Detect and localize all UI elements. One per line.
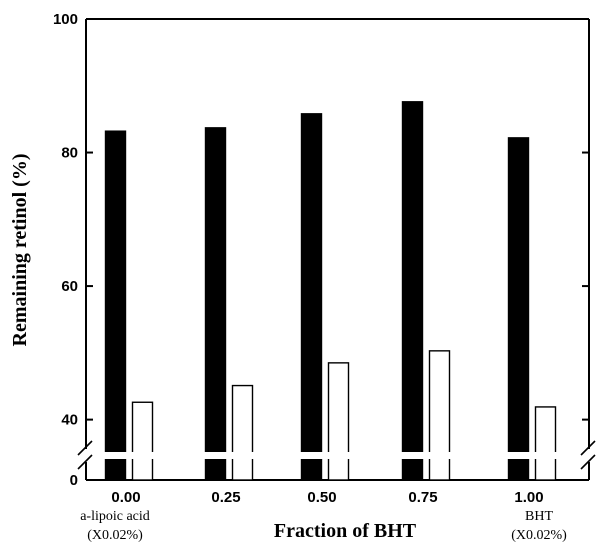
y-tick-label: 0 [70,472,78,489]
x-tick-label: 1.00 [514,489,543,506]
y-axis-title: Remaining retinol (%) [9,154,31,347]
x-tick-label: 0.00 [111,489,140,506]
bar-break-gap [103,452,128,459]
y-axis-ticks: 0 40 60 80 100 [53,11,589,489]
bar-break-gap [203,452,228,459]
y-tick-label: 100 [53,11,78,28]
axis-break-marks [77,440,596,470]
axis-break-slash [77,454,93,470]
bar-series2-0.00 [131,401,154,481]
bar-series1-0.25 [204,127,227,481]
axis-break-slash [580,454,596,470]
x-tick-sublabel: (X0.02%) [511,528,567,543]
axis-break-gap [584,449,594,462]
y-tick-label: 40 [61,412,78,429]
x-tick-sublabel: a-lipoic acid [80,509,150,524]
x-tick-label: 0.50 [307,489,336,506]
bar-series2-0.75 [428,350,451,481]
bar-series1-1.00 [507,137,530,481]
x-tick-label: 0.25 [211,489,240,506]
x-axis-ticks: 0.00 a-lipoic acid (X0.02%) 0.25 0.50 0.75 1.0… [80,489,567,543]
bar-break-gap [506,452,531,459]
axis-break-gap [81,449,91,462]
x-tick-sublabel: (X0.02%) [87,528,143,543]
y-tick-label: 60 [61,278,78,295]
bar-break-gap [299,452,324,459]
bar-series2-0.25 [231,384,254,481]
bar-series1-0.50 [300,113,323,481]
axis-break-slash [77,440,93,456]
bar-series1-0.75 [401,101,424,481]
bar-break-gap [533,452,558,459]
bar-break-gap [326,452,351,459]
bar-break-gap [400,452,425,459]
y-tick-label: 80 [61,145,78,162]
bar-break-gap [427,452,452,459]
x-axis-title: Fraction of BHT [274,520,417,542]
bar-break-gap [230,452,255,459]
bar-series2-1.00 [534,406,557,481]
bar-series1-0.00 [104,130,127,481]
bars [103,101,558,481]
bar-series2-0.50 [327,362,350,481]
x-tick-label: 0.75 [408,489,437,506]
bar-break-gap [130,452,155,459]
axis-break-slash [580,440,596,456]
x-tick-sublabel: BHT [525,509,553,524]
